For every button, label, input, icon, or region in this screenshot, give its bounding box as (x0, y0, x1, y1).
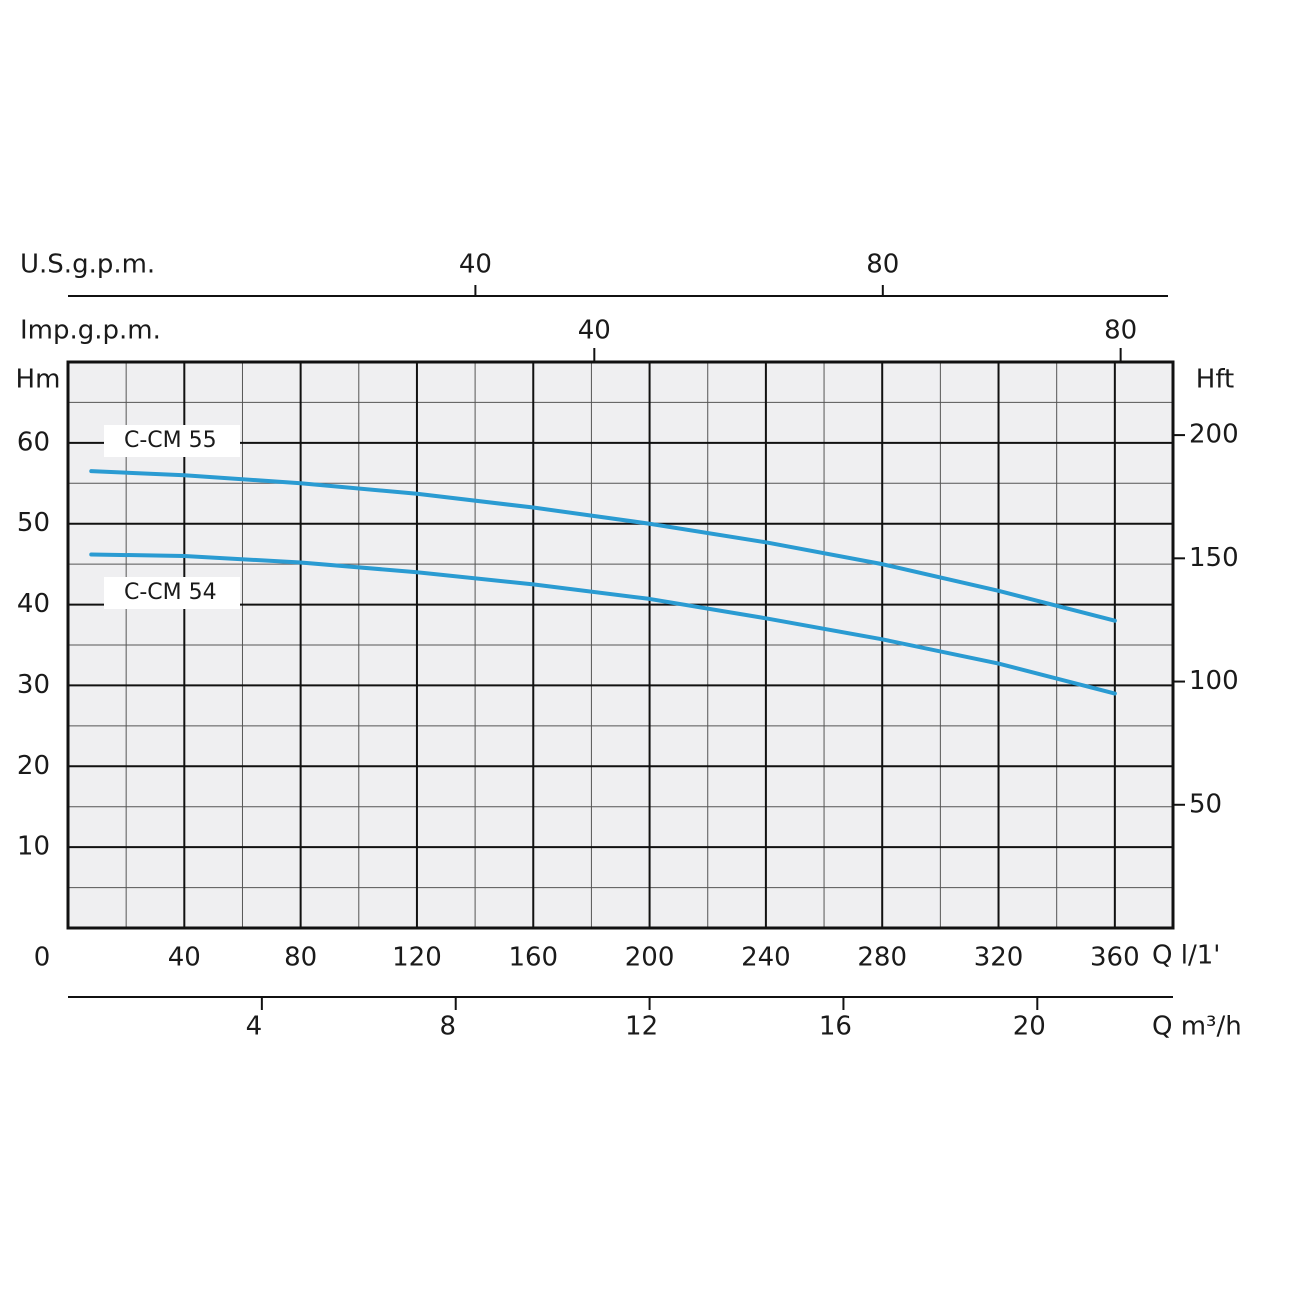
x-tick-label: 160 (508, 943, 558, 973)
series-line (89, 552, 1117, 696)
y2-tick-label: 200 (1189, 420, 1239, 450)
y2-tick-label: 150 (1189, 543, 1239, 573)
bottom-tick-label: 20 (1013, 1012, 1046, 1042)
series-label: C-CM 55 (124, 428, 217, 453)
top-tick-label: 40 (578, 316, 611, 346)
y-tick-label: 10 (17, 832, 50, 862)
x-tick-label: 280 (857, 943, 907, 973)
x-tick-label: 200 (625, 943, 675, 973)
series-label-bg (104, 425, 240, 457)
x-tick-label: 0 (34, 943, 51, 973)
y-axis-title: Hm (16, 365, 61, 395)
x-tick-label: 80 (284, 943, 317, 973)
x-tick-label: 40 (168, 943, 201, 973)
y-tick-label: 30 (17, 670, 50, 700)
series-label-bg (104, 577, 240, 609)
top-axis-title: U.S.g.p.m. (20, 250, 155, 280)
x-tick-label: 120 (392, 943, 442, 973)
y2-axis-title: Hft (1196, 365, 1234, 395)
top-tick-label: 80 (866, 250, 899, 280)
bottom-tick-label: 4 (246, 1012, 263, 1042)
y-tick-label: 40 (17, 589, 50, 619)
y2-tick-label: 100 (1189, 666, 1239, 696)
top-tick-label: 40 (459, 250, 492, 280)
series-label: C-CM 54 (124, 580, 217, 605)
bottom-tick-label: 8 (439, 1012, 456, 1042)
y-tick-label: 50 (17, 508, 50, 538)
x-tick-label: 240 (741, 943, 791, 973)
x-tick-label: 360 (1090, 943, 1140, 973)
top-axis-title: Imp.g.p.m. (20, 316, 161, 346)
x-axis-title: Q l/1' (1152, 941, 1220, 971)
bottom-axis-title: Q m³/h (1152, 1012, 1242, 1042)
y-tick-label: 60 (17, 427, 50, 457)
x-tick-label: 320 (974, 943, 1024, 973)
bottom-tick-label: 12 (625, 1012, 658, 1042)
plot-frame (66, 360, 1175, 930)
y2-tick-label: 50 (1189, 789, 1222, 819)
top-tick-label: 80 (1104, 316, 1137, 346)
bottom-tick-label: 16 (819, 1012, 852, 1042)
y-tick-label: 20 (17, 751, 50, 781)
series-line (89, 469, 1117, 623)
